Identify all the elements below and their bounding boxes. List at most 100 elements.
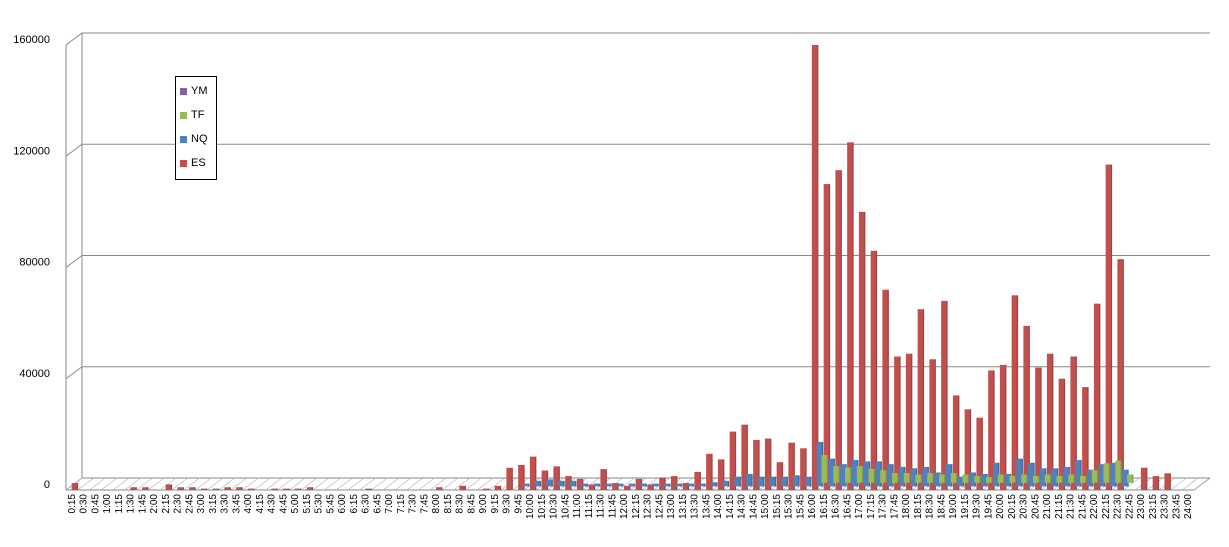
bar-NQ-21:45 (1086, 469, 1094, 487)
x-tick-label: 21:15 (1054, 494, 1065, 519)
bar-ES-23:30 (1164, 473, 1171, 490)
x-tick-label: 7:45 (419, 494, 430, 514)
bar-ES-23:00 (1140, 467, 1148, 490)
bar-shade (864, 211, 866, 490)
legend-label-3: ES (191, 157, 206, 169)
bar-ES-10:00 (529, 456, 537, 490)
floor-gridline (230, 477, 247, 491)
bar-NQ-13:30 (699, 483, 706, 487)
bar-NQ-19:15 (969, 472, 976, 487)
floor-gridline (300, 477, 318, 491)
bar-shade (622, 483, 624, 487)
x-axis: 0:15 0:30 0:45 1:00 1:15 1:30 1:45 2:00 2:15 2:30… (67, 494, 1194, 519)
x-tick-label: 0:15 (67, 494, 78, 514)
floor-gridline (242, 477, 259, 491)
bar-ES-20:30 (1023, 325, 1030, 490)
x-tick-label: 14:15 (725, 494, 736, 519)
bar-shade (786, 476, 788, 487)
bar-shade (563, 480, 565, 487)
bar-ES-0:15 (71, 483, 79, 490)
bar-shade (1085, 475, 1087, 483)
bar-shade (885, 470, 887, 483)
x-tick-label: 2:30 (173, 494, 184, 514)
x-tick-label: 10:30 (549, 494, 560, 519)
floor-gridline (253, 477, 271, 491)
x-tick-label: 5:15 (302, 494, 313, 514)
x-tick-label: 23:00 (1136, 494, 1147, 519)
x-tick-label: 10:00 (525, 494, 536, 519)
x-tick-label: 9:00 (478, 494, 489, 514)
floor-gridline (1123, 477, 1140, 491)
bar-shade (206, 488, 208, 490)
bar-shade (911, 353, 913, 490)
bar-shade (311, 487, 314, 490)
bar-shade (704, 483, 706, 487)
bar-shade (956, 473, 958, 483)
bar-shade (617, 483, 619, 490)
bar-shade (76, 483, 79, 490)
floor-gridline (77, 477, 94, 491)
bar-shade (993, 370, 995, 490)
bar-ES-13:00 (670, 476, 678, 490)
bar-NQ-22:15 (1110, 462, 1117, 487)
x-tick-label: 18:30 (925, 494, 936, 519)
bar-NQ-10:00 (534, 480, 542, 487)
bar-ES-11:00 (576, 478, 584, 490)
bar-NQ-19:45 (992, 462, 1000, 487)
bar-ES-22:30 (1117, 259, 1124, 490)
floor-gridline (124, 477, 141, 491)
x-tick-label: 10:45 (560, 494, 571, 519)
bar-shade (852, 142, 854, 490)
bar-TF-17:45 (903, 473, 911, 483)
bar-shade (528, 483, 530, 487)
bar-TF-20:30 (1032, 475, 1040, 483)
bar-NQ-18:30 (934, 472, 941, 487)
x-tick-label: 17:15 (866, 494, 877, 519)
legend-item-3: ES (176, 151, 216, 175)
x-tick-label: 16:45 (842, 494, 853, 519)
x-tick-label: 4:45 (278, 494, 289, 514)
bar-TF-16:15 (833, 466, 840, 483)
bar-NQ-16:45 (851, 459, 859, 487)
bar-NQ-18:00 (910, 468, 918, 487)
bar-TF-19:15 (974, 475, 981, 483)
floor-gridline (136, 477, 153, 491)
bar-shade (873, 468, 875, 483)
floor-gridline (641, 477, 658, 491)
bar-ES-13:30 (694, 471, 701, 490)
x-tick-label: 18:45 (936, 494, 947, 519)
bar-ES-4:00 (247, 488, 255, 490)
x-tick-label: 5:00 (290, 494, 301, 514)
bar-NQ-11:45 (616, 483, 624, 487)
bar-shade (751, 473, 753, 487)
floor-gridline (582, 477, 600, 491)
y-tick-label: 40000 (19, 368, 50, 380)
x-tick-label: 0:30 (79, 494, 90, 514)
bar-ES-15:30 (788, 442, 795, 490)
bar-NQ-17:15 (875, 461, 882, 487)
floor-gridline (171, 477, 188, 491)
x-tick-label: 0:45 (90, 494, 101, 514)
bar-shade (793, 442, 795, 490)
bar-TF-19:45 (997, 474, 1005, 483)
floor-gridline (453, 477, 470, 491)
floor-gridline (148, 477, 165, 491)
bar-shade (798, 475, 800, 487)
x-tick-label: 12:00 (619, 494, 630, 519)
gridline-side-4 (65, 32, 83, 46)
x-tick-label: 19:45 (983, 494, 994, 519)
bar-shade (1040, 367, 1042, 490)
bar-shade (229, 487, 231, 490)
bar-shade (558, 466, 560, 490)
bar-NQ-22:00 (1098, 464, 1106, 487)
bar-shade (170, 484, 173, 490)
bar-NQ-18:15 (922, 466, 929, 487)
bar-shade (932, 473, 934, 483)
bar-TF-21:30 (1079, 475, 1087, 483)
bar-ES-13:45 (706, 453, 713, 490)
x-tick-label: 18:00 (901, 494, 912, 519)
bar-ES-22:00 (1093, 303, 1101, 490)
x-tick-label: 14:45 (748, 494, 759, 519)
bar-shade (967, 474, 969, 483)
bar-NQ-15:45 (804, 476, 812, 487)
